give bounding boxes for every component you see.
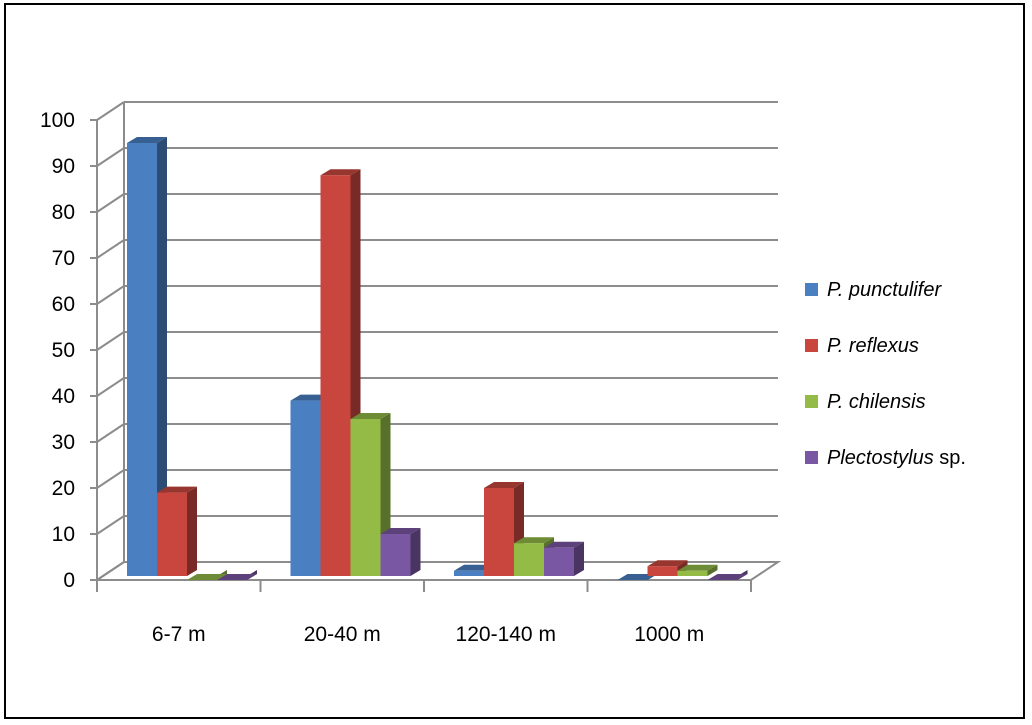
y-tick-label: 90 [52, 155, 75, 178]
gridline-side [96, 285, 125, 305]
legend-item: P. punctulifer [805, 279, 942, 301]
bar [380, 528, 421, 576]
bar [127, 137, 167, 576]
y-tick-label: 50 [52, 339, 75, 362]
y-tick-label: 70 [52, 247, 75, 270]
gridline-side [96, 423, 125, 443]
x-category-label: 6-7 m [152, 623, 206, 646]
bar [707, 570, 748, 581]
legend-item: Plectostylus sp. [805, 447, 966, 469]
y-tick-label: 10 [52, 523, 75, 546]
gridline-side [96, 193, 125, 213]
gridline-side [96, 377, 125, 397]
bar [217, 570, 257, 581]
x-category-label: 1000 m [634, 623, 704, 646]
chart-frame [4, 3, 1025, 719]
bar [544, 541, 584, 576]
y-tick-label: 40 [52, 385, 75, 408]
y-axis-ticks: 0 10 20 30 40 50 60 70 80 90 100 [40, 109, 97, 592]
gridline-side [96, 469, 125, 489]
gridline-side [96, 331, 125, 351]
axes [93, 102, 782, 581]
x-category-label: 20-40 m [304, 623, 381, 646]
legend-swatch [805, 283, 818, 296]
bars [127, 137, 748, 581]
gridline-side [96, 147, 125, 167]
legend-item: P. reflexus [805, 335, 919, 357]
gridline-side [96, 515, 125, 535]
gridline-side [96, 239, 125, 259]
bar [157, 486, 197, 576]
legend-item: P. chilensis [805, 391, 926, 413]
x-category-label: 120-140 m [456, 623, 556, 646]
legend-label: Plectostylus sp. [827, 447, 966, 469]
bar [187, 570, 227, 581]
y-tick-label: 20 [52, 477, 75, 500]
y-tick-label: 30 [52, 431, 75, 454]
bar [320, 169, 361, 576]
y-tick-label: 60 [52, 293, 75, 316]
gridline-side [96, 101, 125, 121]
legend-swatch [805, 451, 818, 464]
legend-label: P. punctulifer [827, 279, 942, 301]
legend-label: P. chilensis [827, 391, 926, 413]
y-tick-label: 100 [40, 109, 75, 132]
bar [677, 564, 718, 576]
legend-swatch [805, 339, 818, 352]
legend: P. punctulifer P. reflexus P. chilensis Ple… [805, 279, 966, 469]
y-tick-label: 0 [63, 569, 75, 592]
gridlines [96, 101, 778, 581]
x-axis-categories: 6-7 m 20-40 m 120-140 m 1000 m [96, 580, 752, 646]
y-tick-label: 80 [52, 201, 75, 224]
legend-label: P. reflexus [827, 335, 919, 357]
legend-swatch [805, 395, 818, 408]
